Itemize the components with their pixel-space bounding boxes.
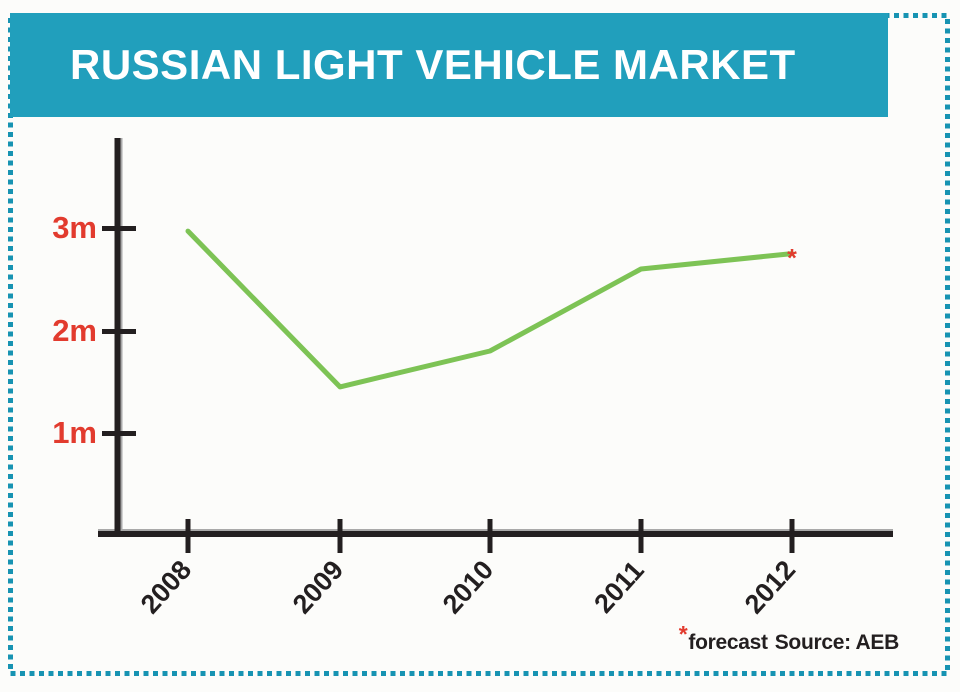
title-banner: RUSSIAN LIGHT VEHICLE MARKET (10, 13, 888, 117)
source-note: *forecast Source: AEB (679, 621, 900, 655)
chart-title: RUSSIAN LIGHT VEHICLE MARKET (70, 41, 796, 88)
footnote-asterisk: * (678, 621, 688, 647)
y-tick-label-2m: 2m (52, 313, 97, 348)
forecast-marker: * (787, 245, 797, 273)
y-tick-label-3m: 3m (52, 210, 97, 245)
forecast-label: forecast (688, 631, 768, 654)
source-label: Source: AEB (774, 631, 900, 654)
y-tick-label-1m: 1m (52, 415, 97, 450)
trend-line (185, 228, 795, 390)
